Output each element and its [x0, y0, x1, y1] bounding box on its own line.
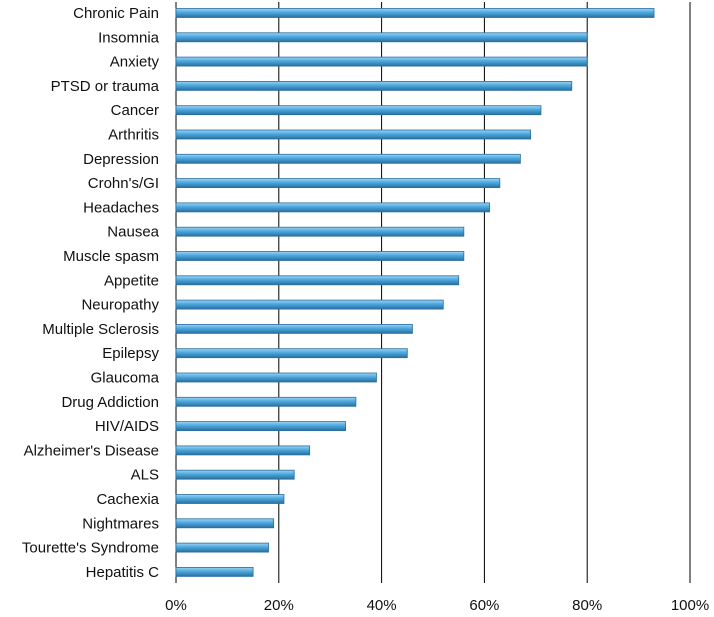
bar [175, 105, 542, 116]
category-label: Glaucoma [91, 370, 160, 387]
bar [175, 202, 490, 213]
bar [175, 445, 311, 456]
bar [175, 372, 377, 383]
category-label: PTSD or trauma [51, 78, 160, 95]
bar [175, 396, 357, 407]
bar [175, 323, 413, 334]
category-label: Depression [83, 151, 159, 168]
category-label: Alzheimer's Disease [24, 442, 159, 459]
category-label: Arthritis [108, 127, 159, 144]
bar [175, 469, 295, 480]
bar [175, 275, 460, 286]
gridlines [175, 2, 691, 583]
category-label: HIV/AIDS [95, 418, 159, 435]
bar [175, 251, 465, 261]
category-label: Nightmares [82, 515, 159, 532]
category-label: Neuropathy [81, 297, 159, 314]
category-label: ALS [131, 467, 159, 484]
category-label: Hepatitis C [86, 564, 160, 581]
bar [175, 567, 254, 577]
x-tick-label: 40% [367, 597, 397, 614]
category-label: Crohn's/GI [88, 175, 159, 192]
bar [175, 8, 655, 18]
category-label: Cancer [111, 102, 159, 119]
category-label: Muscle spasm [63, 248, 159, 265]
category-label: Drug Addiction [61, 394, 159, 411]
bar [175, 518, 275, 529]
category-label: Chronic Pain [73, 5, 159, 22]
bar [175, 494, 285, 504]
bar [175, 178, 501, 189]
category-label: Cachexia [96, 491, 159, 508]
bar [175, 153, 521, 164]
category-label: Insomnia [98, 29, 160, 46]
x-tick-label: 100% [671, 597, 709, 614]
x-tick-label: 60% [469, 597, 499, 614]
bar [175, 299, 444, 310]
bar [175, 421, 347, 432]
category-label: Anxiety [110, 54, 160, 71]
x-tick-label: 0% [165, 597, 187, 614]
x-tick-label: 20% [264, 597, 294, 614]
category-label: Nausea [107, 224, 159, 241]
category-label: Appetite [104, 272, 159, 289]
bar [175, 56, 588, 67]
category-label: Multiple Sclerosis [42, 321, 159, 338]
bar [175, 32, 588, 43]
bar [175, 542, 269, 553]
x-axis-tick-labels: 0% 20% 40% 60% 80% 100% [165, 597, 709, 614]
category-label: Epilepsy [102, 345, 159, 362]
bar [175, 348, 408, 359]
category-label: Tourette's Syndrome [22, 540, 159, 557]
bar [175, 129, 532, 140]
bars [175, 8, 655, 577]
x-tick-label: 80% [572, 597, 602, 614]
category-labels: Chronic Pain Insomnia Anxiety PTSD or traum… [22, 5, 160, 581]
bar [175, 226, 465, 237]
category-label: Headaches [83, 199, 159, 216]
bar [175, 81, 573, 91]
